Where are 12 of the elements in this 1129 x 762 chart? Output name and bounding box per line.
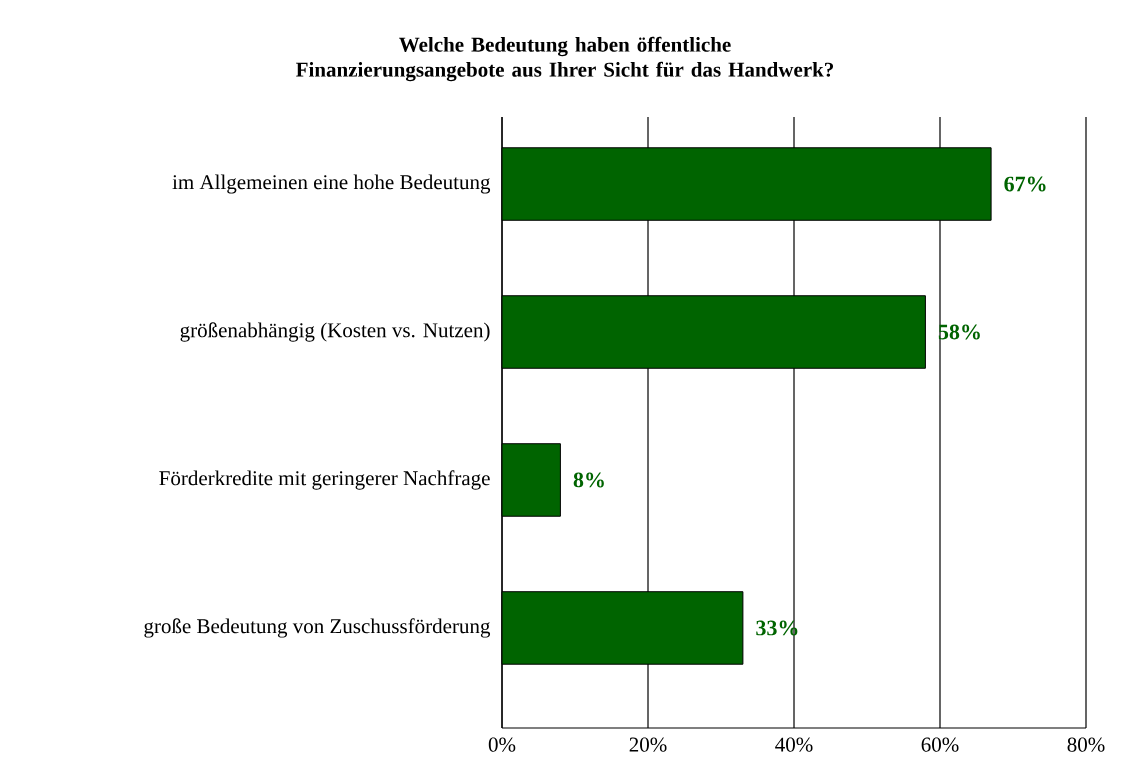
- data-label: 67%: [1004, 176, 1046, 192]
- x-tick-label: 80%: [1067, 737, 1105, 752]
- x-tick-label: 40%: [775, 737, 813, 752]
- x-tick-label: 0%: [488, 737, 516, 752]
- y-tick-label: größenabhängig (Kosten vs. Nutzen): [180, 322, 490, 342]
- chart-title: Welche Bedeutung haben öffentliche Finanzierungsangebote aus Ihrer Sicht für das Handwerk?: [296, 36, 834, 82]
- data-label: 8%: [573, 472, 604, 488]
- y-tick-label: große Bedeutung von Zuschussförderung: [144, 618, 491, 638]
- x-tick-label: 20%: [629, 737, 667, 752]
- x-tick-label: 60%: [921, 737, 959, 752]
- y-tick-label: Förderkredite mit geringerer Nachfrage: [159, 470, 490, 490]
- y-tick-label: im Allgemeinen eine hohe Bedeutung: [172, 174, 491, 194]
